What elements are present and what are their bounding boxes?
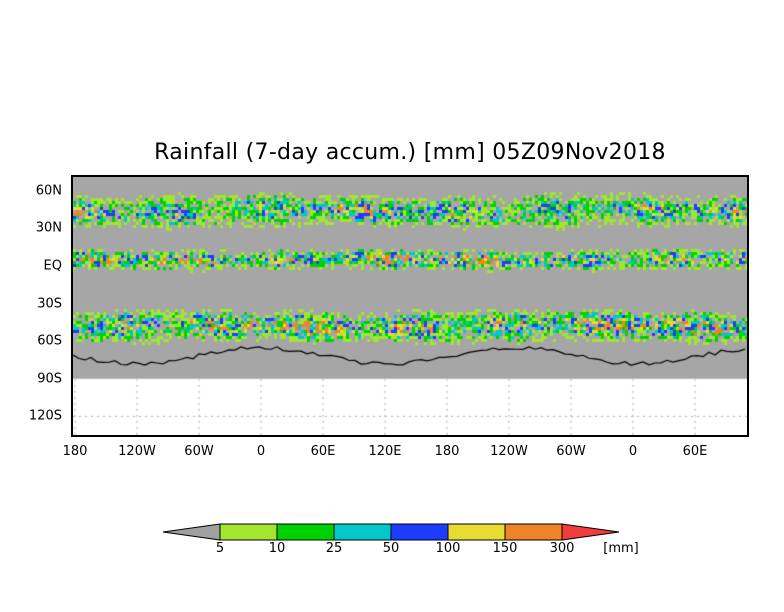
colorbar-segment	[276, 523, 335, 541]
colorbar-segment	[219, 523, 278, 541]
x-tick-label: 120W	[490, 444, 528, 459]
chart-title: Rainfall (7-day accum.) [mm] 05Z09Nov201…	[154, 140, 666, 165]
colorbar-level-label: 300	[549, 541, 575, 556]
y-tick-label: EQ	[43, 258, 62, 274]
map-plot-area	[71, 175, 749, 437]
colorbar-below-triangle	[162, 523, 221, 541]
x-tick-label: 60W	[556, 444, 586, 459]
colorbar-segment	[504, 523, 563, 541]
colorbar-level-label: 5	[215, 541, 225, 556]
y-tick-label: 60N	[35, 183, 62, 199]
colorbar-segment	[390, 523, 449, 541]
y-tick-label: 30N	[35, 220, 62, 236]
x-tick-label: 120W	[118, 444, 156, 459]
x-tick-label: 120E	[368, 444, 402, 459]
x-tick-label: 180	[62, 444, 88, 459]
y-tick-label: 90S	[37, 371, 62, 387]
colorbar-level-label: 10	[268, 541, 286, 556]
x-tick-label: 0	[256, 444, 266, 459]
rainfall-map	[73, 177, 747, 435]
y-tick-label: 120S	[28, 408, 62, 424]
y-tick-label: 60S	[37, 333, 62, 349]
x-tick-label: 60E	[682, 444, 708, 459]
colorbar-above-triangle	[561, 523, 620, 541]
colorbar-unit: [mm]	[603, 541, 639, 556]
colorbar-level-label: 25	[325, 541, 343, 556]
y-tick-label: 30S	[37, 296, 62, 312]
x-tick-label: 180	[434, 444, 460, 459]
colorbar-level-label: 50	[382, 541, 400, 556]
x-tick-label: 60E	[310, 444, 336, 459]
colorbar-level-label: 100	[435, 541, 461, 556]
colorbar-segment	[333, 523, 392, 541]
colorbar	[162, 523, 620, 541]
x-tick-label: 0	[628, 444, 638, 459]
colorbar-level-label: 150	[492, 541, 518, 556]
colorbar-segment	[447, 523, 506, 541]
x-tick-label: 60W	[184, 444, 214, 459]
